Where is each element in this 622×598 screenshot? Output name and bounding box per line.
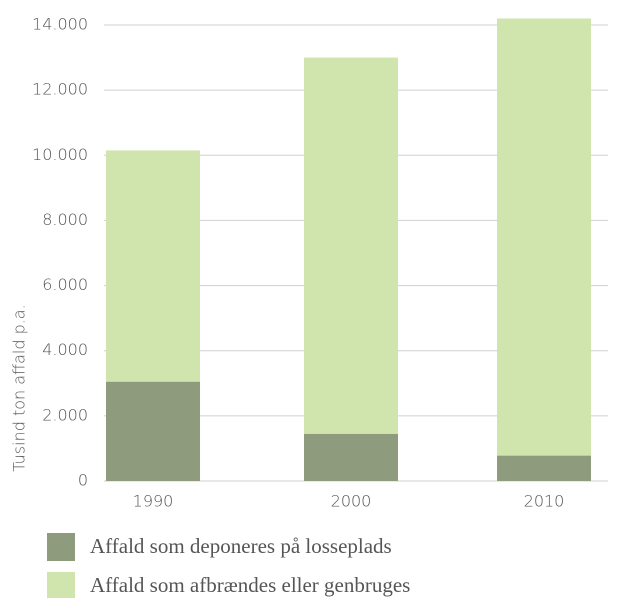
x-tick-label: 2010 — [524, 492, 565, 511]
y-tick-label: 4.000 — [42, 340, 88, 359]
y-tick-label: 6.000 — [42, 275, 88, 294]
x-tick-label: 2000 — [331, 492, 372, 511]
legend-label: Affald som afbrændes eller genbruges — [90, 573, 410, 597]
y-tick-label: 10.000 — [32, 145, 88, 164]
y-tick-label: 8.000 — [42, 210, 88, 229]
bar-segment — [106, 381, 200, 481]
y-tick-label: 12.000 — [32, 80, 88, 99]
legend-swatch — [47, 533, 75, 561]
bar-segment — [497, 455, 591, 481]
y-tick-label: 2.000 — [42, 405, 88, 424]
x-tick-label: 1990 — [133, 492, 174, 511]
y-axis-label: Tusind ton affald p.a. — [10, 304, 29, 471]
bar-segment — [304, 57, 398, 434]
y-tick-label: 0 — [78, 471, 88, 490]
legend-swatch — [47, 572, 75, 598]
bar-segment — [304, 433, 398, 481]
bar-segment — [106, 150, 200, 382]
legend-label: Affald som deponeres på losseplads — [90, 534, 392, 558]
y-tick-label: 14.000 — [32, 15, 88, 34]
bar-segment — [497, 18, 591, 456]
